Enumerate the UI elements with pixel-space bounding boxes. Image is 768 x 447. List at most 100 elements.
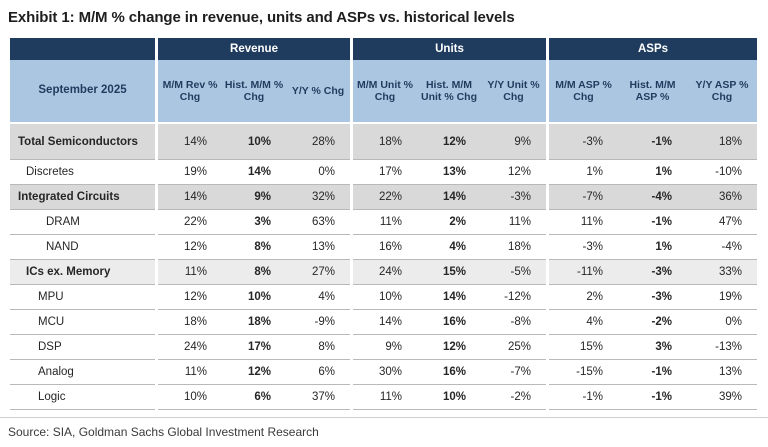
- column-header-mm-unit: M/M Unit % Chg: [353, 60, 417, 122]
- column-header-yy-rev: Y/Y % Chg: [286, 60, 350, 122]
- data-cell: -10%: [687, 160, 757, 185]
- data-cell: -1%: [618, 122, 687, 160]
- column-group-divider: [155, 38, 158, 60]
- column-group-divider: [155, 310, 158, 335]
- data-cell: 37%: [286, 385, 350, 410]
- exhibit-table: Revenue Units ASPs September 2025 M/M Re…: [10, 38, 757, 410]
- data-cell: 10%: [353, 285, 417, 310]
- column-group-divider: [350, 235, 353, 260]
- data-cell: 2%: [549, 285, 618, 310]
- column-group-divider: [546, 310, 549, 335]
- data-cell: -3%: [481, 185, 546, 210]
- exhibit-title: Exhibit 1: M/M % change in revenue, unit…: [8, 9, 515, 26]
- data-cell: 32%: [286, 185, 350, 210]
- row-label: ICs ex. Memory: [10, 260, 155, 285]
- data-cell: -2%: [618, 310, 687, 335]
- data-cell: 15%: [549, 335, 618, 360]
- data-cell: -1%: [549, 385, 618, 410]
- data-cell: -12%: [481, 285, 546, 310]
- column-group-divider: [546, 122, 549, 160]
- group-header-revenue: Revenue: [158, 38, 350, 60]
- data-cell: 11%: [549, 210, 618, 235]
- data-cell: 0%: [687, 310, 757, 335]
- data-cell: -2%: [481, 385, 546, 410]
- data-cell: 25%: [481, 335, 546, 360]
- table-grid: Revenue Units ASPs September 2025 M/M Re…: [10, 38, 757, 410]
- column-group-divider: [350, 285, 353, 310]
- column-group-divider: [350, 38, 353, 60]
- column-group-divider: [350, 160, 353, 185]
- data-cell: 9%: [481, 122, 546, 160]
- column-group-divider: [546, 385, 549, 410]
- row-label: Discretes: [10, 160, 155, 185]
- data-cell: 12%: [481, 160, 546, 185]
- data-cell: 11%: [353, 210, 417, 235]
- data-cell: 6%: [222, 385, 286, 410]
- data-cell: 11%: [158, 260, 222, 285]
- data-cell: 18%: [222, 310, 286, 335]
- column-group-divider: [546, 235, 549, 260]
- data-cell: 14%: [417, 285, 481, 310]
- column-group-divider: [350, 335, 353, 360]
- data-cell: -11%: [549, 260, 618, 285]
- data-cell: 22%: [353, 185, 417, 210]
- column-group-divider: [350, 260, 353, 285]
- column-header-mm-rev: M/M Rev % Chg: [158, 60, 222, 122]
- data-cell: -3%: [549, 122, 618, 160]
- data-cell: -3%: [618, 285, 687, 310]
- data-cell: -1%: [618, 210, 687, 235]
- data-cell: 10%: [222, 122, 286, 160]
- column-group-divider: [155, 160, 158, 185]
- footer-divider: [0, 417, 768, 418]
- data-cell: 12%: [158, 285, 222, 310]
- data-cell: 8%: [286, 335, 350, 360]
- data-cell: 11%: [481, 210, 546, 235]
- column-header-yy-asp: Y/Y ASP % Chg: [687, 60, 757, 122]
- data-cell: 19%: [158, 160, 222, 185]
- column-header-hist-mm-unit: Hist. M/M Unit % Chg: [417, 60, 481, 122]
- data-cell: -4%: [687, 235, 757, 260]
- column-group-divider: [155, 335, 158, 360]
- data-cell: -1%: [618, 385, 687, 410]
- data-cell: 10%: [158, 385, 222, 410]
- data-cell: -13%: [687, 335, 757, 360]
- data-cell: 39%: [687, 385, 757, 410]
- data-cell: 15%: [417, 260, 481, 285]
- data-cell: 27%: [286, 260, 350, 285]
- data-cell: 6%: [286, 360, 350, 385]
- data-cell: -3%: [549, 235, 618, 260]
- data-cell: -5%: [481, 260, 546, 285]
- data-cell: 1%: [549, 160, 618, 185]
- data-cell: 36%: [687, 185, 757, 210]
- column-group-divider: [155, 260, 158, 285]
- data-cell: -7%: [549, 185, 618, 210]
- data-cell: 13%: [286, 235, 350, 260]
- data-cell: 11%: [158, 360, 222, 385]
- data-cell: -15%: [549, 360, 618, 385]
- data-cell: 17%: [222, 335, 286, 360]
- data-cell: 30%: [353, 360, 417, 385]
- column-group-divider: [350, 385, 353, 410]
- data-cell: 9%: [353, 335, 417, 360]
- data-cell: -3%: [618, 260, 687, 285]
- data-cell: 1%: [618, 160, 687, 185]
- data-cell: 24%: [158, 335, 222, 360]
- group-header-units: Units: [353, 38, 546, 60]
- column-group-divider: [546, 160, 549, 185]
- column-header-hist-mm-rev: Hist. M/M % Chg: [222, 60, 286, 122]
- row-label: MPU: [10, 285, 155, 310]
- data-cell: 3%: [222, 210, 286, 235]
- column-group-divider: [155, 122, 158, 160]
- data-cell: 4%: [286, 285, 350, 310]
- group-header-asps: ASPs: [549, 38, 757, 60]
- data-cell: 12%: [222, 360, 286, 385]
- column-header-mm-asp: M/M ASP % Chg: [549, 60, 618, 122]
- column-group-divider: [546, 185, 549, 210]
- data-cell: 2%: [417, 210, 481, 235]
- data-cell: 47%: [687, 210, 757, 235]
- data-cell: 18%: [353, 122, 417, 160]
- data-cell: 12%: [417, 335, 481, 360]
- data-cell: 19%: [687, 285, 757, 310]
- data-cell: 13%: [687, 360, 757, 385]
- data-cell: 22%: [158, 210, 222, 235]
